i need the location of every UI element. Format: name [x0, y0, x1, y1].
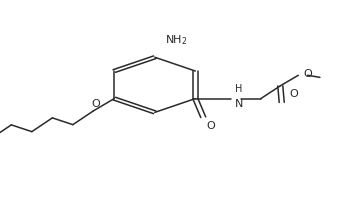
Text: NH$_2$: NH$_2$ [165, 33, 188, 47]
Text: N: N [235, 99, 243, 109]
Text: O: O [91, 99, 100, 109]
Text: H: H [235, 84, 242, 94]
Text: O: O [289, 89, 298, 99]
Text: O: O [207, 121, 216, 131]
Text: O: O [303, 69, 312, 80]
